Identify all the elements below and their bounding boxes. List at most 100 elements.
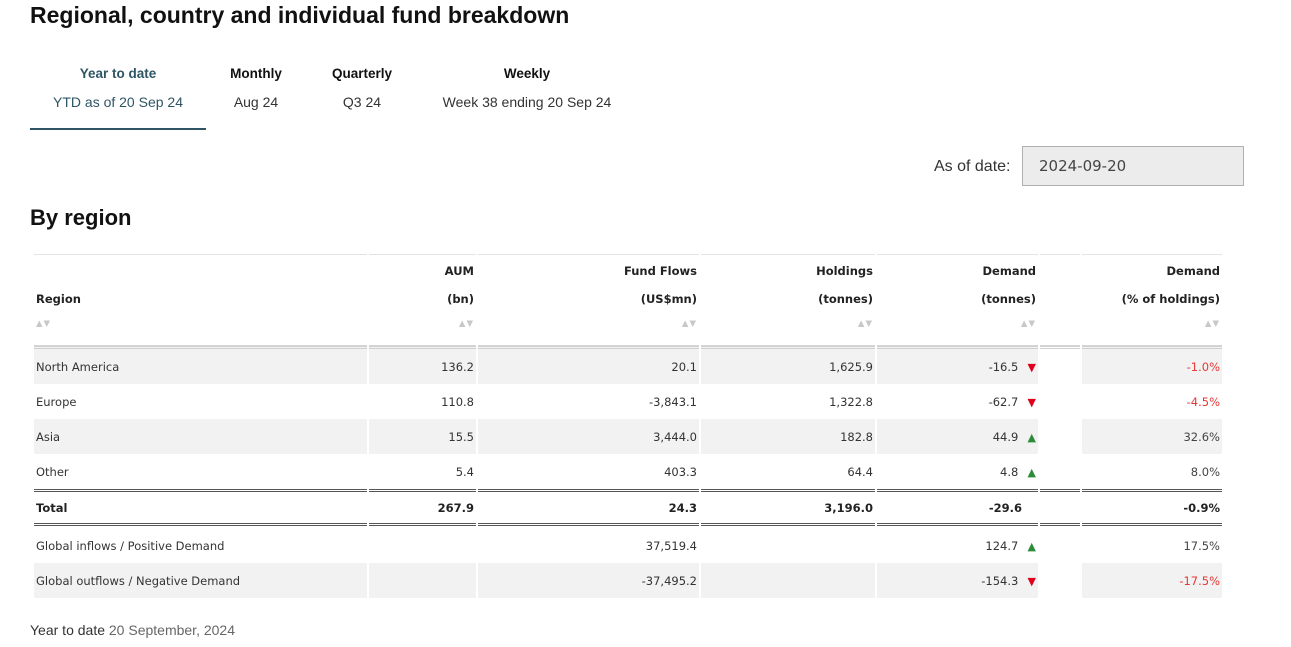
table-row: Other 5.4 403.3 64.4 4.8 ▲ 8.0% <box>34 454 1222 489</box>
column-header-trend <box>1040 254 1080 346</box>
down-arrow-icon: ▼ <box>1027 574 1036 588</box>
column-header-holdings[interactable]: Holdings (tonnes) ▲▼ <box>701 254 875 346</box>
column-header-region[interactable]: Region ▲▼ <box>34 254 367 346</box>
column-header-fund-flows[interactable]: Fund Flows (US$mn) ▲▼ <box>478 254 699 346</box>
cell-fund-flows: 3,444.0 <box>478 419 699 454</box>
cell-demand: 124.7 ▲ <box>877 528 1038 563</box>
down-arrow-icon: ▼ <box>1027 360 1036 374</box>
cell-fund-flows: -37,495.2 <box>478 563 699 598</box>
column-header-unit: (tonnes) <box>818 292 873 306</box>
tab-quarterly[interactable]: Quarterly Q3 24 <box>316 56 408 130</box>
cell-aum: 5.4 <box>455 464 474 479</box>
tab-weekly[interactable]: Weekly Week 38 ending 20 Sep 24 <box>432 56 622 130</box>
page-title: Regional, country and individual fund br… <box>30 2 570 28</box>
footer-date: Year to date 20 September, 2024 <box>30 622 235 638</box>
cell-demand: 44.9 ▲ <box>877 419 1038 454</box>
column-header-label: Demand <box>982 264 1036 278</box>
cell-aum: 136.2 <box>369 346 476 384</box>
cell-demand-pct: -17.5% <box>1082 563 1222 598</box>
table-row-total: Total 267.9 24.3 3,196.0 -29.6 -0.9% <box>34 489 1222 526</box>
tab-label: Quarterly <box>331 66 393 81</box>
cell-holdings: 182.8 <box>701 419 875 454</box>
cell-region: Europe <box>36 394 77 409</box>
column-header-label: Demand <box>1166 264 1220 278</box>
demand-value: -154.3 <box>981 573 1019 588</box>
column-header-unit: (tonnes) <box>981 292 1036 306</box>
demand-value: -29.6 <box>988 500 1022 515</box>
column-header-label: Holdings <box>816 264 873 278</box>
cell-demand: -16.5 ▼ <box>877 346 1038 384</box>
cell-fund-flows: 20.1 <box>478 346 699 384</box>
cell-holdings: 1,322.8 <box>829 394 873 409</box>
tab-label: Year to date <box>79 66 157 81</box>
cell-demand-pct: 32.6% <box>1082 419 1222 454</box>
sort-icon[interactable]: ▲▼ <box>1020 319 1036 329</box>
column-header-demand-pct[interactable]: Demand (% of holdings) ▲▼ <box>1082 254 1222 346</box>
cell-region: Global inflows / Positive Demand <box>36 538 225 553</box>
table-header-row: Region ▲▼ AUM (bn) ▲▼ Fund Flows (US$mn)… <box>34 254 1222 346</box>
column-header-unit: (bn) <box>447 292 474 306</box>
demand-value: 4.8 <box>1000 464 1019 479</box>
up-arrow-icon: ▲ <box>1027 430 1036 444</box>
cell-demand: -154.3 ▼ <box>877 563 1038 598</box>
footer-date-value: 20 September, 2024 <box>108 622 235 638</box>
cell-demand-pct: 17.5% <box>1183 538 1220 553</box>
cell-region: Asia <box>34 419 367 454</box>
demand-value: -62.7 <box>988 394 1019 409</box>
tab-sublabel: Q3 24 <box>342 94 382 110</box>
cell-holdings <box>701 563 875 598</box>
table-row: Asia 15.5 3,444.0 182.8 44.9 ▲ 32.6% <box>34 419 1222 454</box>
cell-demand-pct: 8.0% <box>1190 464 1220 479</box>
cell-gap <box>1040 419 1080 454</box>
section-title: By region <box>30 205 132 230</box>
column-header-label: Fund Flows <box>623 264 697 278</box>
cell-demand-pct: -0.9% <box>1082 489 1222 526</box>
sort-icon[interactable]: ▲▼ <box>458 319 474 329</box>
as-of-date-input[interactable]: 2024-09-20 <box>1022 146 1244 186</box>
cell-holdings: 1,625.9 <box>701 346 875 384</box>
cell-region: North America <box>34 346 367 384</box>
tab-year-to-date[interactable]: Year to date YTD as of 20 Sep 24 <box>30 56 206 130</box>
demand-value: -16.5 <box>988 359 1019 374</box>
cell-fund-flows: 37,519.4 <box>645 538 697 553</box>
tab-monthly[interactable]: Monthly Aug 24 <box>210 56 302 130</box>
cell-region: Global outflows / Negative Demand <box>34 563 367 598</box>
cell-gap <box>1040 489 1080 526</box>
table-row: North America 136.2 20.1 1,625.9 -16.5 ▼… <box>34 346 1222 384</box>
table-row: Global inflows / Positive Demand 37,519.… <box>34 528 1222 563</box>
cell-region: Other <box>36 464 69 479</box>
sort-icon[interactable]: ▲▼ <box>857 319 873 329</box>
as-of-date-label: As of date: <box>934 158 1011 175</box>
period-tabs: Year to date YTD as of 20 Sep 24 Monthly… <box>30 56 630 130</box>
demand-value: 124.7 <box>985 538 1019 553</box>
sort-icon[interactable]: ▲▼ <box>681 319 697 329</box>
table-row: Europe 110.8 -3,843.1 1,322.8 -62.7 ▼ -4… <box>34 384 1222 419</box>
cell-region: Total <box>34 489 367 526</box>
tab-sublabel: YTD as of 20 Sep 24 <box>53 94 183 110</box>
cell-demand: -29.6 <box>877 489 1038 526</box>
cell-aum <box>369 528 476 563</box>
cell-gap <box>1040 528 1080 563</box>
column-header-label: AUM <box>444 264 474 278</box>
cell-holdings <box>701 528 875 563</box>
cell-aum: 267.9 <box>369 489 476 526</box>
column-header-demand-tonnes[interactable]: Demand (tonnes) ▲▼ <box>877 254 1038 346</box>
sort-icon[interactable]: ▲▼ <box>1204 319 1220 329</box>
cell-demand: 4.8 ▲ <box>877 454 1038 489</box>
up-arrow-icon: ▲ <box>1027 539 1036 553</box>
cell-gap <box>1040 384 1080 419</box>
cell-demand-pct: -1.0% <box>1082 346 1222 384</box>
sort-icon[interactable]: ▲▼ <box>36 319 52 329</box>
column-header-unit: (US$mn) <box>640 292 697 306</box>
cell-gap <box>1040 346 1080 384</box>
column-header-label: Region <box>36 292 81 306</box>
cell-holdings: 3,196.0 <box>701 489 875 526</box>
tab-label: Monthly <box>230 66 282 81</box>
cell-holdings: 64.4 <box>847 464 873 479</box>
cell-aum <box>369 563 476 598</box>
up-arrow-icon: ▲ <box>1027 465 1036 479</box>
table-row: Global outflows / Negative Demand -37,49… <box>34 563 1222 598</box>
column-header-aum[interactable]: AUM (bn) ▲▼ <box>369 254 476 346</box>
tab-label: Weekly <box>503 66 551 81</box>
tab-sublabel: Week 38 ending 20 Sep 24 <box>442 94 612 110</box>
